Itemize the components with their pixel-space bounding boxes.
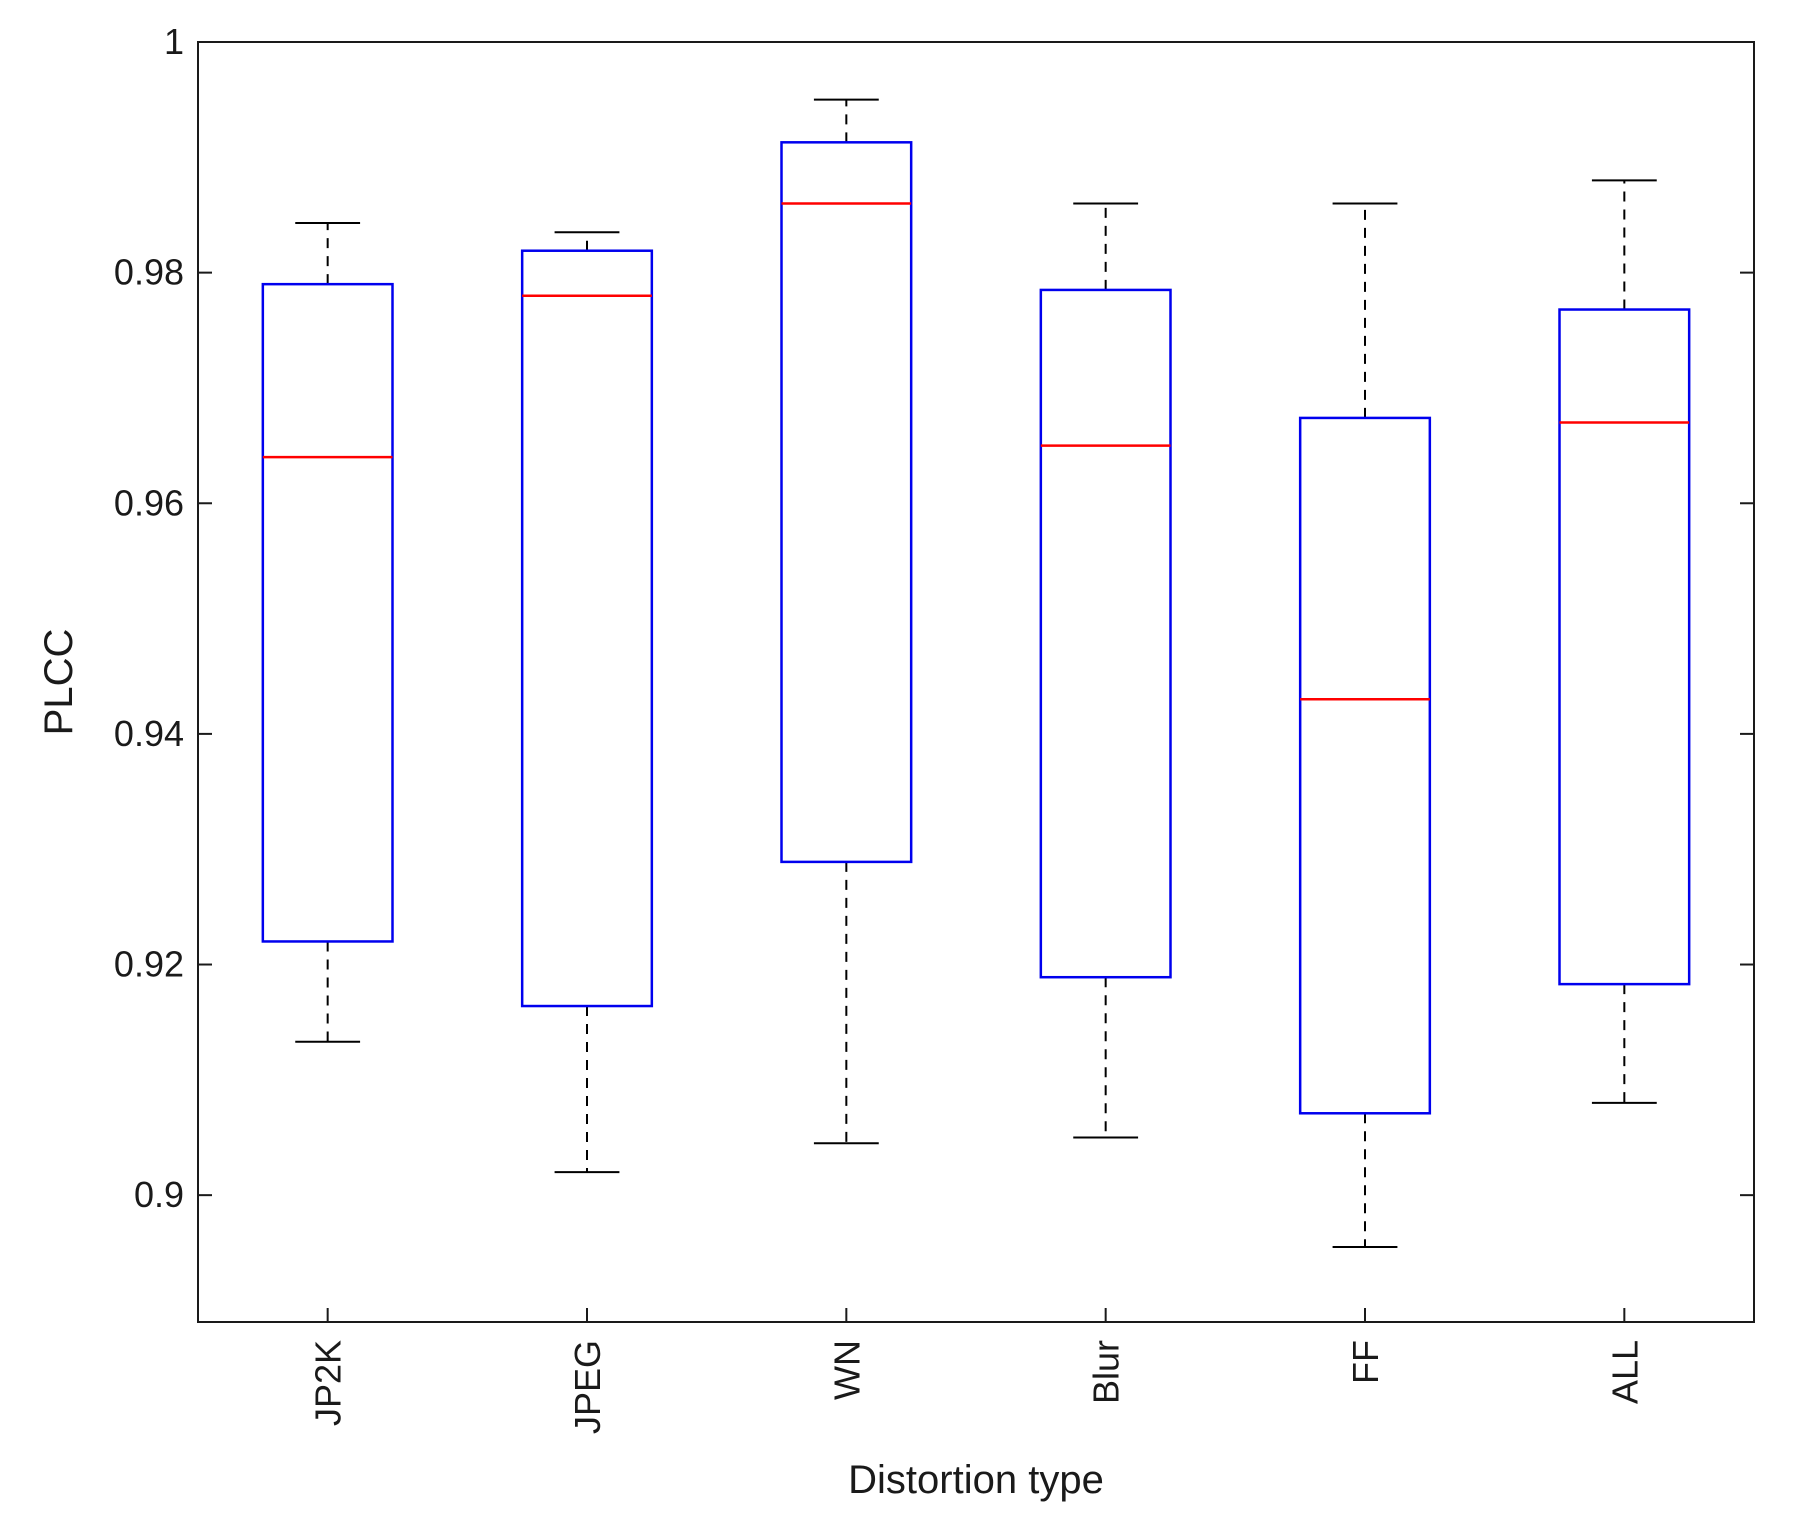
box-jpeg — [520, 231, 654, 1174]
box-wn — [780, 98, 913, 1145]
iqr-box — [1039, 288, 1172, 979]
x-axis: JP2K JPEG WN Blur FF ALL — [308, 1308, 1645, 1434]
y-axis: 0.9 0.92 0.94 0.96 0.98 1 — [114, 21, 1754, 1215]
box-all — [1558, 179, 1691, 1104]
x-tick-label: FF — [1345, 1340, 1386, 1384]
x-tick-label: WN — [826, 1340, 867, 1400]
iqr-box — [1298, 416, 1432, 1115]
box-ff — [1298, 202, 1432, 1249]
x-tick-label: JPEG — [567, 1340, 608, 1434]
iqr-box — [261, 282, 394, 943]
y-tick-label: 0.92 — [114, 944, 184, 985]
boxes-group — [261, 98, 1691, 1249]
y-tick-label: 0.96 — [114, 482, 184, 523]
x-tick-label: Blur — [1086, 1340, 1127, 1404]
box-jp2k — [261, 222, 394, 1043]
iqr-box — [1558, 308, 1691, 986]
plot-area-frame — [197, 41, 1755, 1323]
x-axis-title: Distortion type — [848, 1458, 1104, 1502]
x-tick-label: ALL — [1604, 1340, 1645, 1404]
x-tick-label: JP2K — [308, 1340, 349, 1426]
iqr-box — [520, 249, 654, 1008]
y-tick-label: 0.98 — [114, 252, 184, 293]
y-tick-label: 0.9 — [134, 1174, 184, 1215]
y-tick-label: 1 — [164, 21, 184, 62]
y-axis-title: PLCC — [37, 629, 81, 736]
iqr-box — [780, 141, 913, 864]
y-tick-label: 0.94 — [114, 713, 184, 754]
box-blur — [1039, 202, 1172, 1139]
